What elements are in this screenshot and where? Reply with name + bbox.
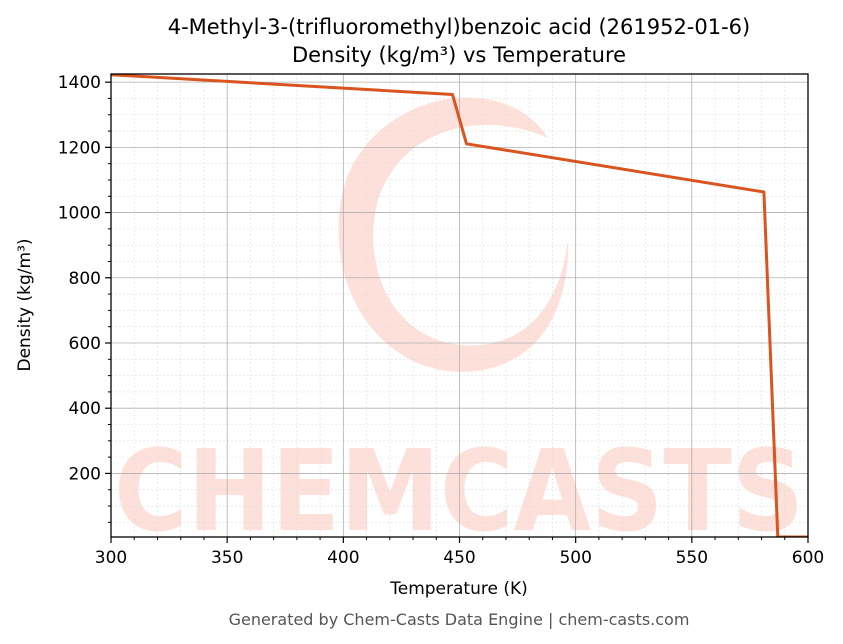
x-axis-label: Temperature (K): [389, 579, 528, 599]
footer-credit: Generated by Chem-Casts Data Engine | ch…: [229, 610, 690, 629]
watermark: CHEMCASTS: [114, 97, 804, 557]
x-tick-label: 500: [559, 548, 591, 568]
x-axis: 300 350 400 450 500 550 600: [95, 537, 824, 568]
y-axis: 200 400 600 800 1000 1200 1400: [58, 73, 111, 523]
x-tick-label: 400: [327, 548, 359, 568]
y-tick-label: 1000: [58, 204, 101, 224]
y-axis-label: Density (kg/m³): [15, 238, 35, 371]
y-tick-label: 400: [69, 399, 101, 419]
x-tick-label: 550: [676, 548, 708, 568]
x-tick-label: 600: [792, 548, 824, 568]
density-series-line: [111, 74, 808, 537]
y-tick-label: 1400: [58, 73, 101, 93]
x-tick-label: 350: [211, 548, 243, 568]
chart-subtitle: Density (kg/m³) vs Temperature: [292, 43, 626, 67]
x-tick-label: 300: [95, 548, 127, 568]
x-tick-label: 450: [443, 548, 475, 568]
y-tick-label: 200: [69, 464, 101, 484]
chart-title: 4-Methyl-3-(trifluoromethyl)benzoic acid…: [168, 15, 751, 39]
y-tick-label: 800: [69, 269, 101, 289]
series-layer: [111, 74, 808, 537]
y-tick-label: 600: [69, 334, 101, 354]
y-tick-label: 1200: [58, 138, 101, 158]
watermark-text: CHEMCASTS: [114, 427, 804, 557]
